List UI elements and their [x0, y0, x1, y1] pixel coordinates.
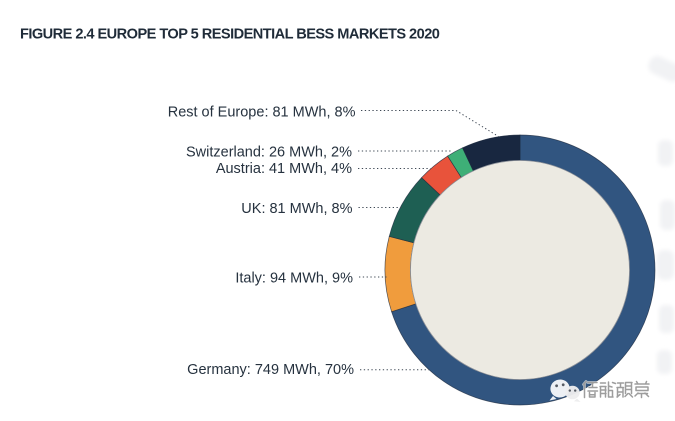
svg-text:FIGURE 2.4 EUROPE TOP 5 RESIDE: FIGURE 2.4 EUROPE TOP 5 RESIDENTIAL BESS… [20, 26, 440, 42]
svg-text:Austria: 41 MWh, 4%: Austria: 41 MWh, 4% [216, 161, 352, 177]
svg-text:Rest of Europe: 81 MWh, 8%: Rest of Europe: 81 MWh, 8% [168, 105, 356, 121]
svg-text:Germany: 749 MWh, 70%: Germany: 749 MWh, 70% [187, 362, 354, 378]
svg-text:Italy: 94 MWh, 9%: Italy: 94 MWh, 9% [235, 271, 353, 287]
svg-text:Switzerland: 26 MWh, 2%: Switzerland: 26 MWh, 2% [186, 145, 352, 161]
svg-text:UK: 81 MWh, 8%: UK: 81 MWh, 8% [241, 201, 352, 217]
